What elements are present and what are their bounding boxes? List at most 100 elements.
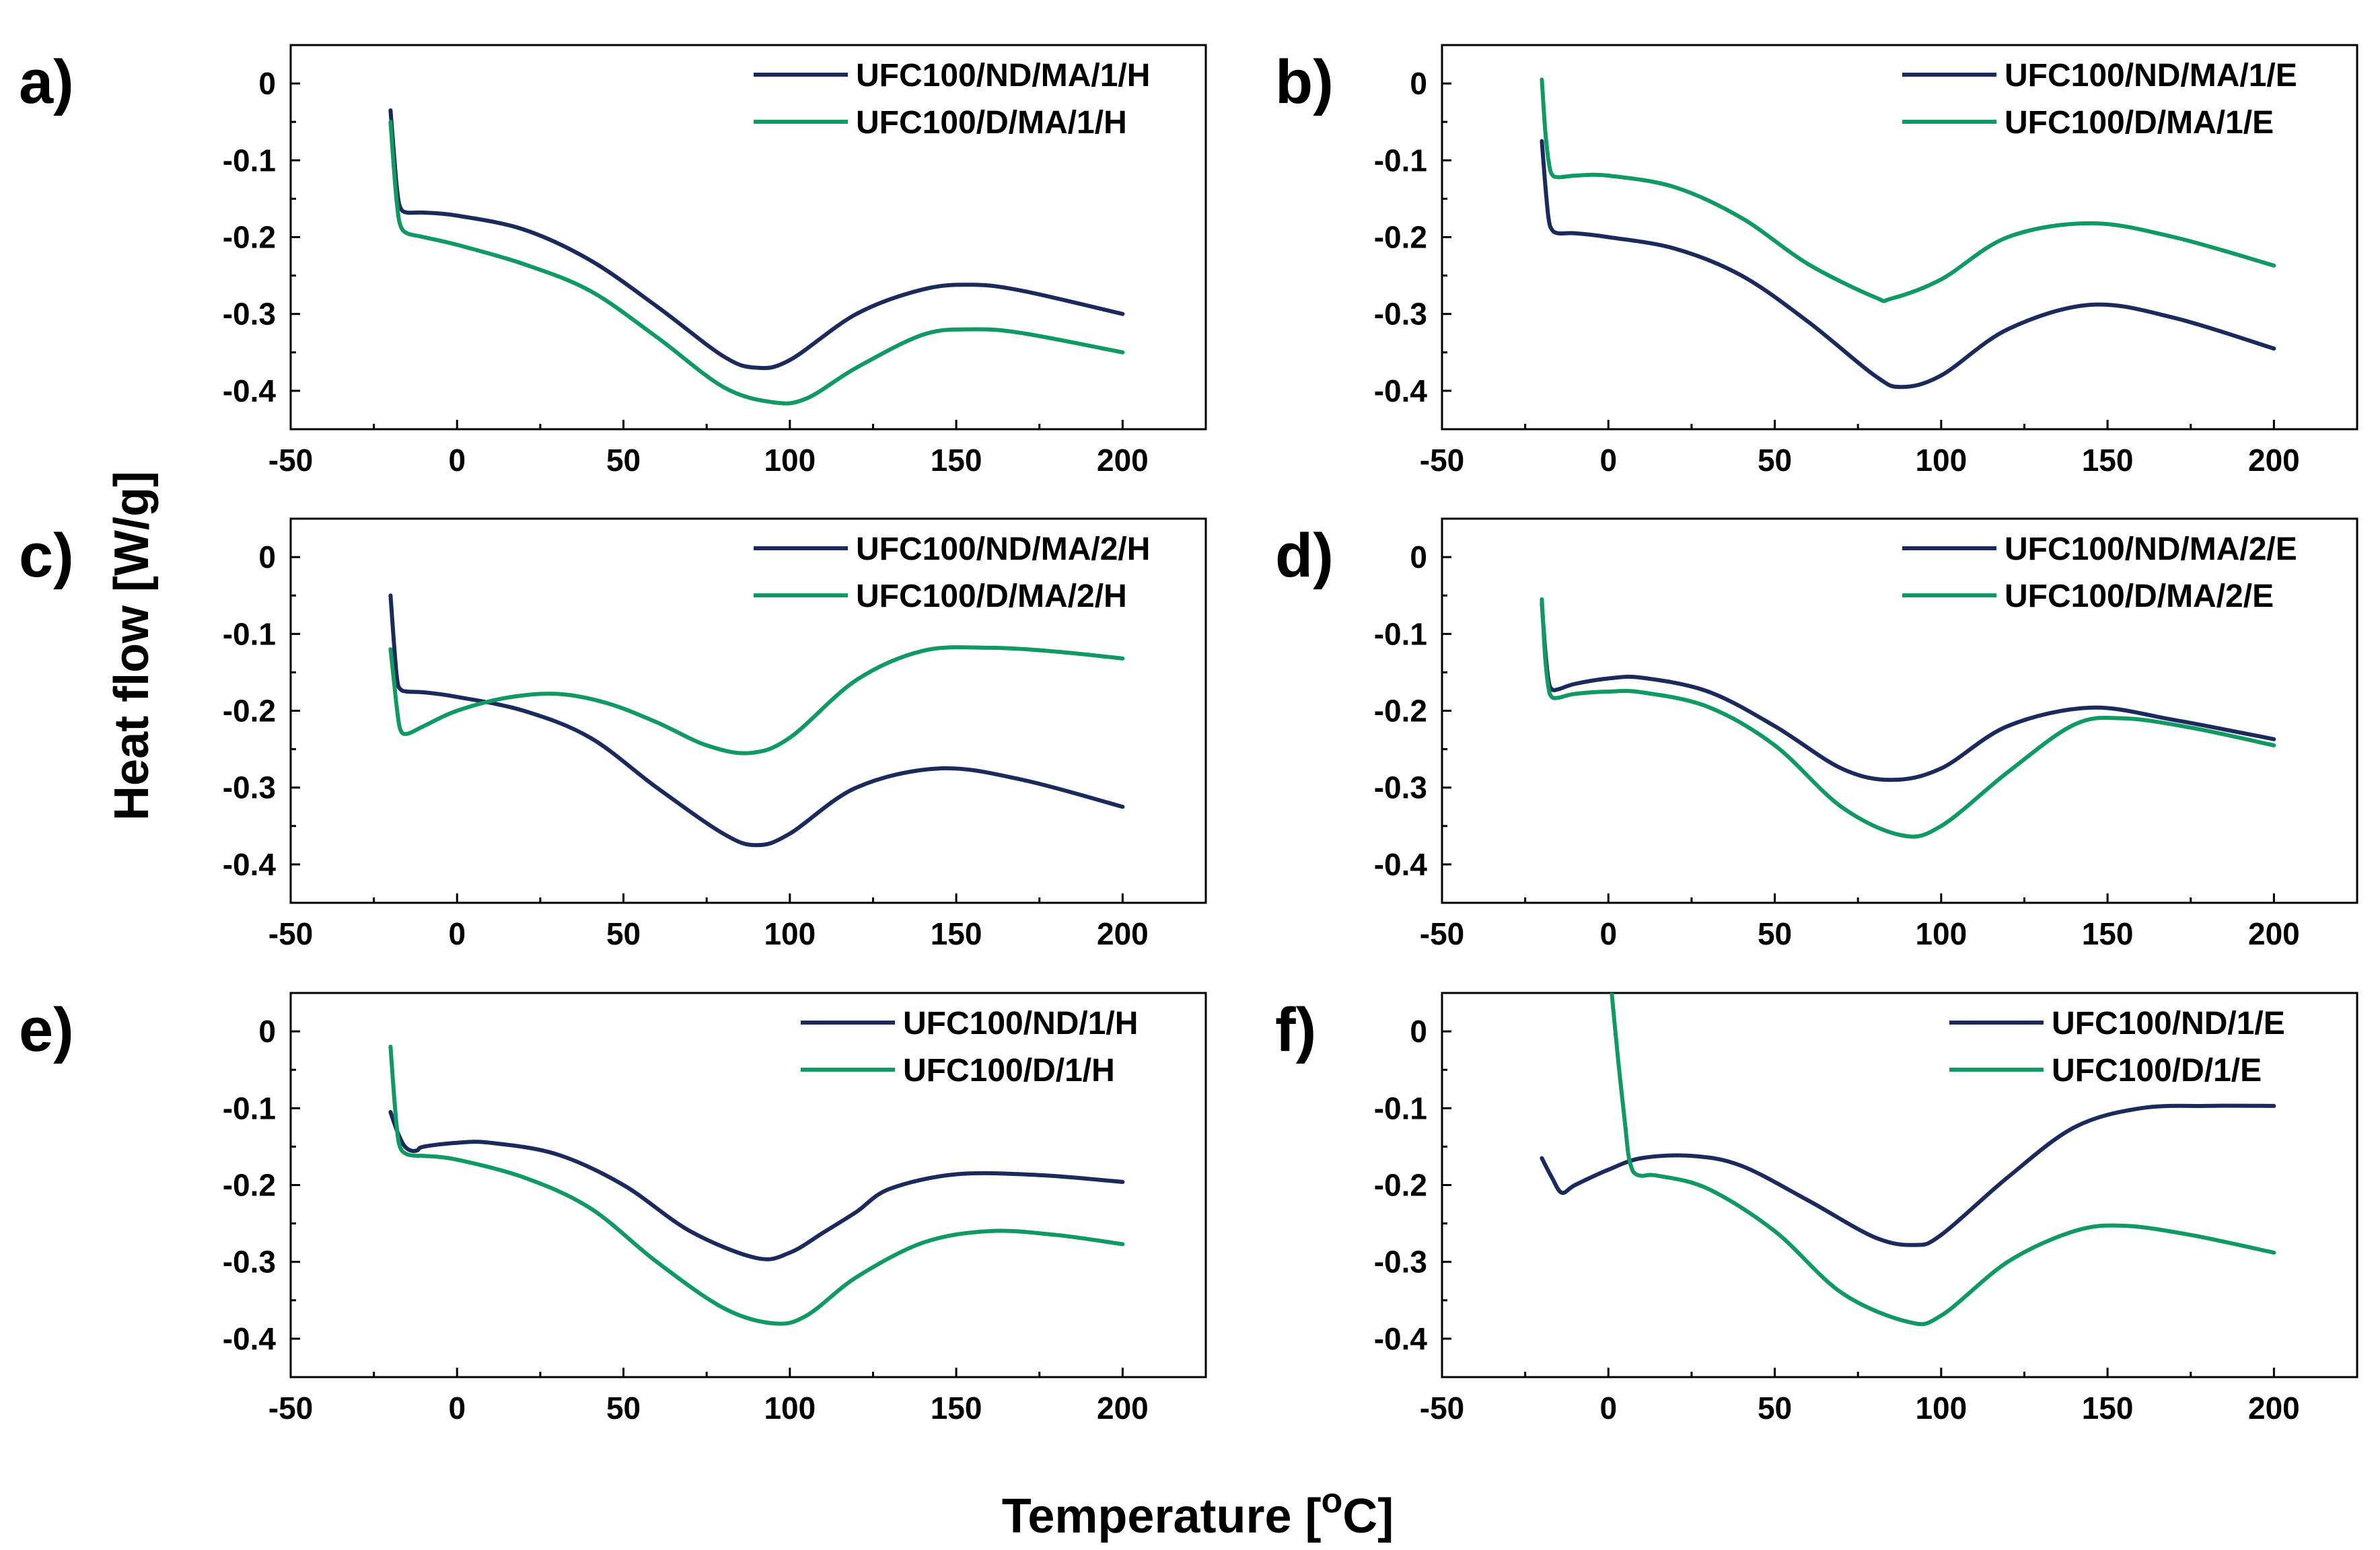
y-tick-label: 0	[258, 1014, 276, 1049]
legend-label: UFC100/D/MA/2/H	[856, 579, 1127, 614]
x-tick-label: 100	[764, 1391, 816, 1426]
panel-label: c)	[19, 521, 74, 590]
y-tick-label: 0	[258, 66, 276, 101]
y-tick-label: -0.4	[223, 373, 277, 408]
x-tick-label: 200	[1097, 916, 1149, 951]
chart-panel-a: a) -50 0 50 100 150 200 0 -0.1 -0.2 -0.3 -0.4 UFC100…	[19, 44, 1207, 478]
x-tick-label: 150	[2082, 1391, 2134, 1426]
y-tick-label: -0.1	[223, 1091, 276, 1125]
chart-panel-d: d) -50 0 50 100 150 200 0 -0.1 -0.2 -0.3 -0.4 UFC100…	[1275, 517, 2358, 951]
x-axis-title-unit: C]	[1342, 1489, 1394, 1543]
series-line-ufc100-nd-ma-2-e	[1540, 601, 2276, 782]
series-line-ufc100-nd-1-e	[1540, 1103, 2276, 1247]
legend-label: UFC100/ND/MA/2/E	[2005, 531, 2297, 567]
y-tick-label: -0.2	[1374, 220, 1427, 255]
series-line-ufc100-d-ma-1-h	[388, 120, 1125, 406]
y-tick-label: -0.1	[223, 616, 276, 651]
panel-label: e)	[19, 996, 74, 1064]
x-tick-label: 0	[448, 443, 466, 478]
y-tick-label: -0.4	[1374, 847, 1428, 882]
series-line-ufc100-d-1-h	[388, 1044, 1125, 1326]
chart-panel-b: b) -50 0 50 100 150 200 0 -0.1 -0.2 -0.3 -0.4 UFC100…	[1275, 44, 2358, 478]
y-axis-title: Heat flow [W/g]	[105, 471, 159, 821]
y-tick-label: -0.2	[223, 694, 276, 729]
y-tick-label: -0.3	[223, 1245, 276, 1280]
x-tick-label: 100	[764, 443, 816, 478]
x-tick-label: -50	[268, 1391, 313, 1426]
series-line-ufc100-nd-1-h	[388, 1110, 1125, 1261]
x-tick-label: 50	[1758, 1391, 1792, 1426]
x-tick-label: -50	[268, 443, 313, 478]
series-line-ufc100-d-ma-2-e	[1540, 597, 2276, 839]
panel-label: d)	[1275, 521, 1334, 590]
plot-frame	[1441, 44, 2358, 431]
y-tick-label: -0.1	[1374, 143, 1427, 178]
x-tick-label: 200	[2248, 443, 2300, 478]
series-line-ufc100-d-ma-1-e	[1540, 77, 2276, 303]
y-tick-label: -0.4	[223, 847, 277, 882]
x-axis-title-superscript: o	[1322, 1481, 1343, 1520]
x-tick-label: 150	[2082, 916, 2134, 951]
x-tick-label: 200	[1097, 1391, 1149, 1426]
x-tick-label: 50	[1758, 443, 1792, 478]
chart-panel-f: f) -50 0 50 100 150 200 0 -0.1 -0.2 -0.3 -0.4 UFC100…	[1275, 992, 2358, 1426]
y-tick-label: -0.1	[1374, 616, 1427, 651]
y-tick-label: -0.4	[1374, 1321, 1428, 1356]
y-tick-label: -0.4	[1374, 373, 1428, 408]
y-tick-label: -0.3	[223, 297, 276, 332]
series-line-ufc100-nd-ma-1-e	[1540, 139, 2276, 390]
y-tick-label: 0	[1410, 66, 1427, 101]
x-tick-label: 0	[448, 1391, 466, 1426]
y-tick-label: -0.3	[1374, 297, 1427, 332]
plot-frame	[1441, 517, 2358, 904]
x-tick-label: 0	[1599, 916, 1617, 951]
x-tick-label: 100	[1915, 443, 1967, 478]
y-tick-label: -0.1	[1374, 1091, 1427, 1125]
legend-label: UFC100/D/MA/1/H	[856, 105, 1127, 141]
series-line-ufc100-nd-ma-2-h	[388, 593, 1125, 848]
series-group	[1540, 993, 2276, 1327]
x-tick-label: 150	[2082, 443, 2134, 478]
series-line-ufc100-d-ma-2-h	[388, 645, 1125, 755]
series-group	[388, 1044, 1125, 1326]
y-tick-label: -0.2	[1374, 1168, 1427, 1203]
y-tick-label: 0	[1410, 1014, 1427, 1049]
legend-label: UFC100/D/MA/1/E	[2005, 105, 2274, 141]
panel-label: a)	[19, 48, 74, 116]
series-group	[388, 108, 1125, 406]
legend-label: UFC100/ND/MA/2/H	[856, 531, 1150, 567]
x-tick-label: 200	[1097, 443, 1149, 478]
y-tick-label: 0	[258, 540, 276, 575]
y-tick-label: -0.1	[223, 143, 276, 178]
series-line-ufc100-d-1-e	[1610, 993, 2276, 1327]
x-axis-title-main: Temperature [	[1002, 1489, 1322, 1543]
legend-label: UFC100/D/MA/2/E	[2005, 579, 2274, 614]
series-group	[1540, 597, 2276, 839]
x-tick-label: 100	[1915, 916, 1967, 951]
x-tick-label: 150	[931, 1391, 982, 1426]
x-tick-label: 0	[1599, 443, 1617, 478]
x-tick-label: 100	[1915, 1391, 1967, 1426]
panel-label: b)	[1275, 48, 1334, 116]
legend-label: UFC100/ND/MA/1/H	[856, 58, 1150, 94]
x-tick-label: 50	[606, 443, 641, 478]
x-tick-label: 0	[1599, 1391, 1617, 1426]
x-tick-label: 200	[2248, 1391, 2300, 1426]
x-tick-label: 50	[1758, 916, 1792, 951]
x-tick-label: -50	[1420, 1391, 1464, 1426]
x-tick-label: 200	[2248, 916, 2300, 951]
x-tick-label: -50	[1420, 916, 1464, 951]
panels: a) -50 0 50 100 150 200 0 -0.1 -0.2 -0.3 -0.4 UFC100…	[19, 44, 2358, 1426]
series-line-ufc100-nd-ma-1-h	[388, 108, 1125, 371]
legend-label: UFC100/D/1/E	[2052, 1053, 2262, 1088]
x-tick-label: -50	[1420, 443, 1464, 478]
x-tick-label: 150	[931, 443, 982, 478]
x-tick-label: 100	[764, 916, 816, 951]
series-group	[388, 593, 1125, 848]
y-tick-label: -0.4	[223, 1321, 277, 1356]
chart-panel-c: c) -50 0 50 100 150 200 0 -0.1 -0.2 -0.3 -0.4 UFC100…	[19, 517, 1207, 951]
legend-label: UFC100/ND/1/H	[903, 1006, 1138, 1041]
y-tick-label: 0	[1410, 540, 1427, 575]
x-axis-title: Temperature [oC]	[1002, 1481, 1394, 1543]
